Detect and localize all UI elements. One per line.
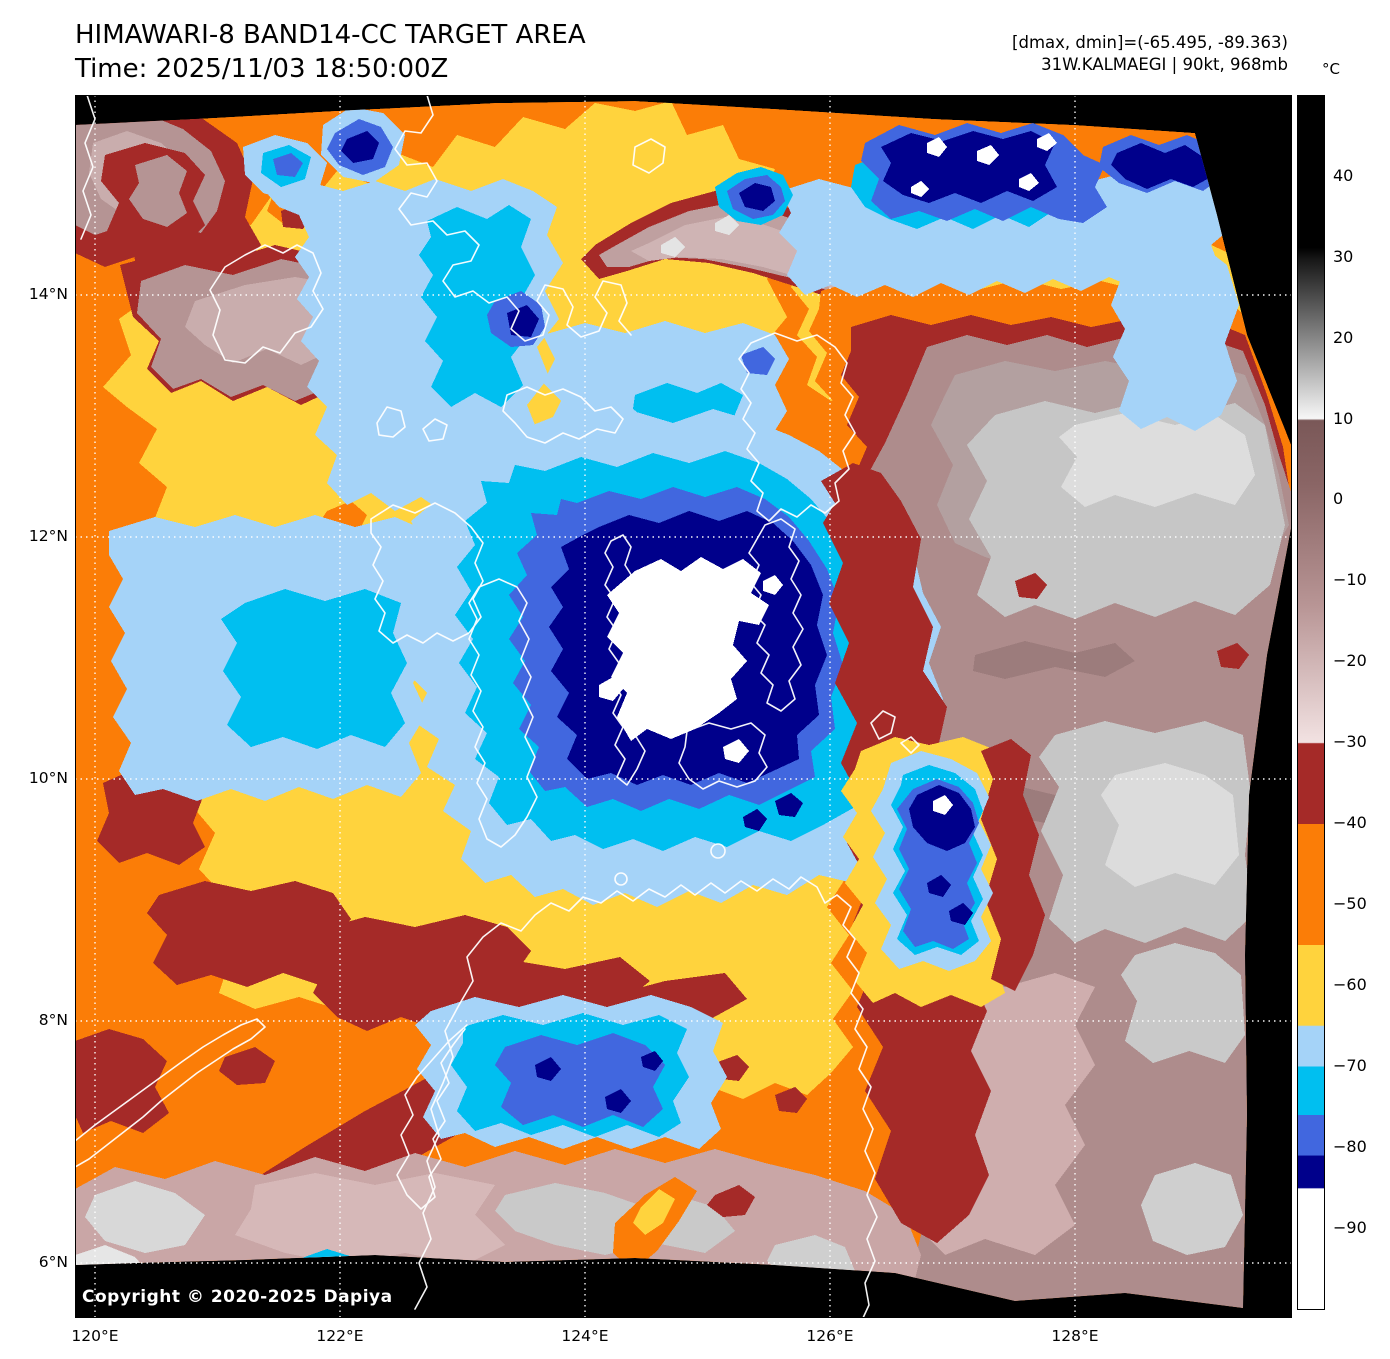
lon-tick-120e: 120°E <box>71 1327 119 1345</box>
annotation-block: [dmax, dmin]=(-65.495, -89.363) 31W.KALM… <box>1012 32 1288 76</box>
storm-info: 31W.KALMAEGI | 90kt, 968mb <box>1041 55 1288 74</box>
convection-south <box>297 995 727 1279</box>
lon-tick-124e: 124°E <box>561 1327 609 1345</box>
timestamp: Time: 2025/11/03 18:50:00Z <box>75 54 449 84</box>
cbar-tick-m90: −90 <box>1333 1218 1367 1237</box>
cbar-tick-m30: −30 <box>1333 732 1367 751</box>
cbar-tick-20: 20 <box>1333 328 1354 347</box>
blue-cells-top <box>273 107 793 375</box>
cbar-tick-0: 0 <box>1333 489 1344 508</box>
cbar-tick-m70: −70 <box>1333 1056 1367 1075</box>
secondary-cell <box>841 737 1045 1007</box>
cbar-tick-m10: −10 <box>1333 570 1367 589</box>
cbar-tick-m80: −80 <box>1333 1137 1367 1156</box>
graticule <box>75 95 1292 1318</box>
title-block: HIMAWARI-8 BAND14-CC TARGET AREA Time: 2… <box>75 18 586 86</box>
cbar-tick-m20: −20 <box>1333 651 1367 670</box>
dmax-dmin-readout: [dmax, dmin]=(-65.495, -89.363) <box>1012 33 1288 52</box>
copyright-notice: Copyright © 2020-2025 Dapiya <box>82 1287 393 1307</box>
lon-tick-126e: 126°E <box>806 1327 854 1345</box>
cbar-tick-10: 10 <box>1333 409 1354 428</box>
cbar-tick-30: 30 <box>1333 247 1354 266</box>
temperature-colorbar <box>1297 95 1325 1310</box>
cbar-tick-m60: −60 <box>1333 975 1367 994</box>
cbar-tick-m40: −40 <box>1333 813 1367 832</box>
lat-tick-14n: 14°N <box>28 285 68 303</box>
lat-tick-6n: 6°N <box>38 1253 68 1271</box>
satellite-map <box>75 95 1292 1318</box>
coastlines <box>75 95 920 1318</box>
cbar-tick-40: 40 <box>1333 166 1354 185</box>
page-title: HIMAWARI-8 BAND14-CC TARGET AREA <box>75 20 586 50</box>
lat-tick-8n: 8°N <box>38 1011 68 1029</box>
ir-temperature-field <box>75 101 1292 1308</box>
colorbar-unit-label: °C <box>1322 60 1340 78</box>
lon-tick-122e: 122°E <box>316 1327 364 1345</box>
cbar-tick-m50: −50 <box>1333 894 1367 913</box>
convection-northeast <box>861 123 1225 223</box>
lon-tick-128e: 128°E <box>1051 1327 1099 1345</box>
map-frame <box>75 95 1292 1318</box>
lat-tick-10n: 10°N <box>28 769 68 787</box>
lat-tick-12n: 12°N <box>28 527 68 545</box>
